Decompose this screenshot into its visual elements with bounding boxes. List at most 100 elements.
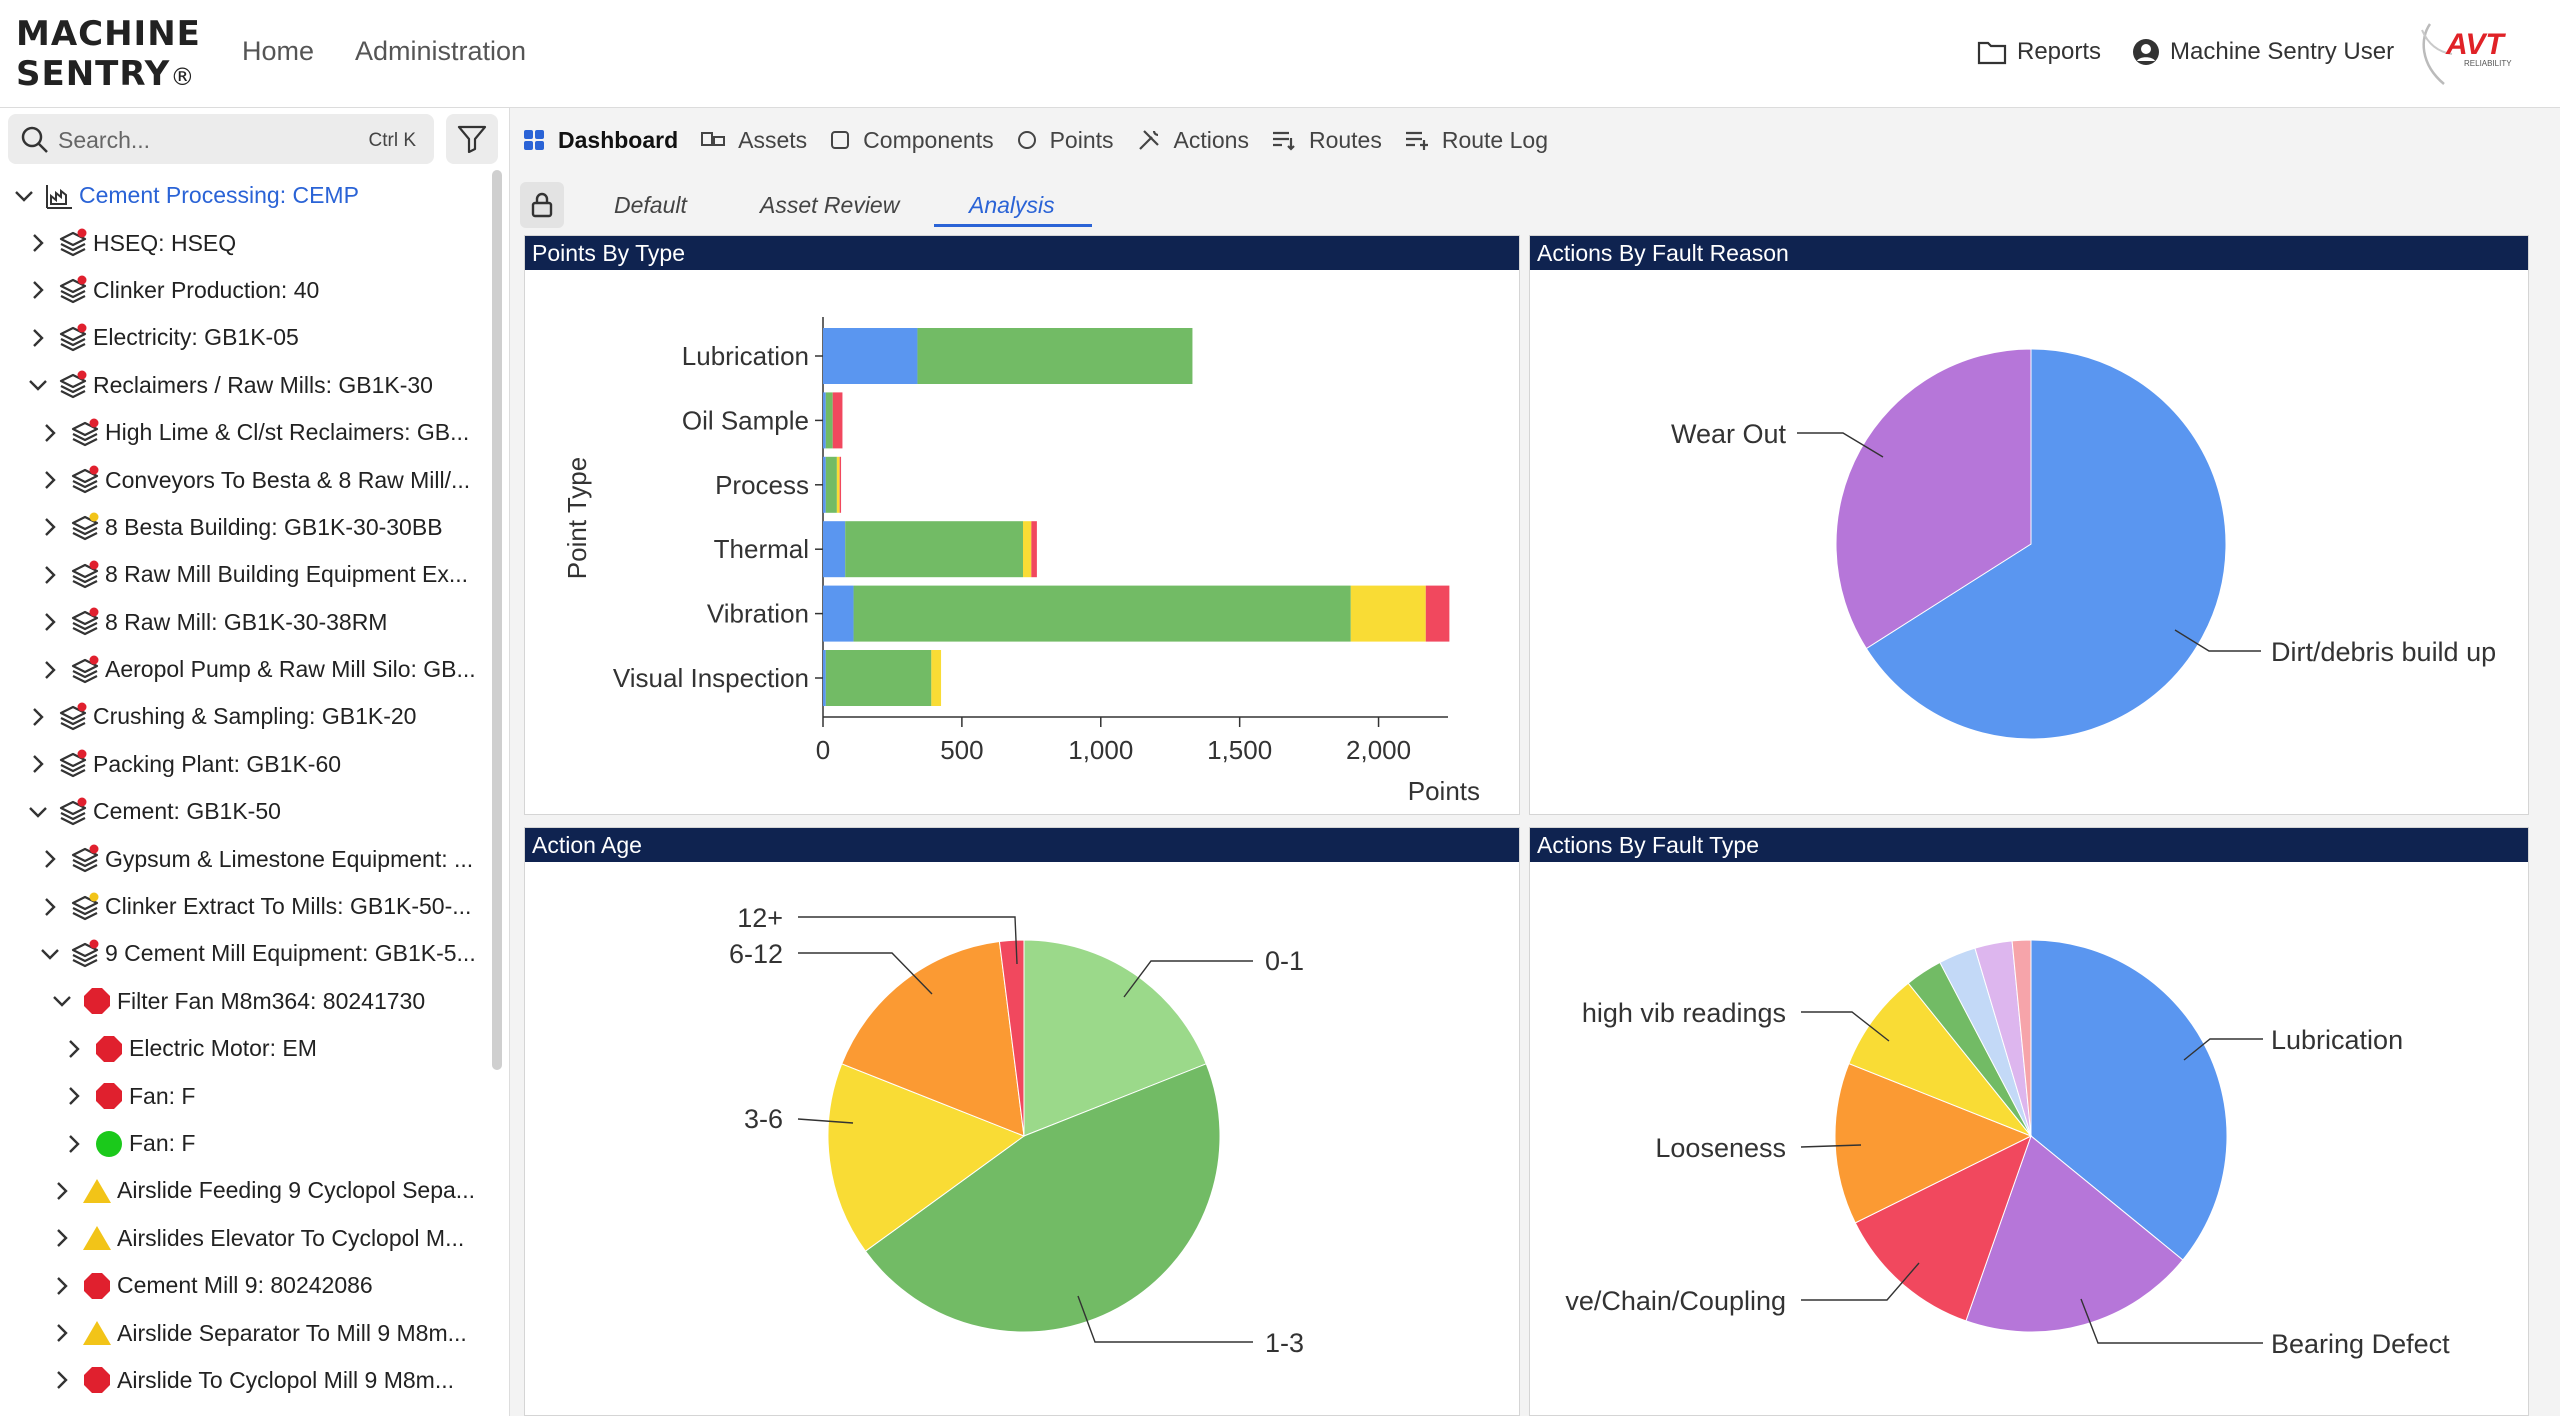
tree-item[interactable]: Electricity: GB1K-05 xyxy=(0,314,490,361)
pie-label: 3-6 xyxy=(744,1104,783,1134)
chevron-right-icon[interactable] xyxy=(36,561,64,589)
tab-components[interactable]: Components xyxy=(829,127,994,154)
layers-icon xyxy=(70,844,100,874)
sidebar-scrollbar[interactable] xyxy=(492,170,502,1070)
chevron-right-icon[interactable] xyxy=(48,1319,76,1347)
lock-button[interactable] xyxy=(520,182,564,228)
pie-label: 1-3 xyxy=(1265,1328,1304,1358)
tab-route-log[interactable]: Route Log xyxy=(1404,127,1548,154)
assets-icon xyxy=(700,129,726,151)
chevron-down-icon[interactable] xyxy=(48,987,76,1015)
search-input[interactable]: Search... Ctrl K xyxy=(8,114,434,164)
user-menu[interactable]: Machine Sentry User xyxy=(2132,38,2394,66)
octagon-red-icon xyxy=(82,986,112,1016)
subtab-asset-review[interactable]: Asset Review xyxy=(760,192,900,218)
tree-item[interactable]: Airslide Separator To Mill 9 M8m... xyxy=(0,1309,490,1356)
tree-item[interactable]: Cement Processing: CEMP xyxy=(0,172,490,219)
tab-points[interactable]: Points xyxy=(1016,127,1114,154)
tree-item[interactable]: Electric Motor: EM xyxy=(0,1025,490,1072)
chevron-right-icon[interactable] xyxy=(36,893,64,921)
tree-item[interactable]: 8 Raw Mill Building Equipment Ex... xyxy=(0,551,490,598)
tab-actions[interactable]: Actions xyxy=(1136,127,1249,154)
chevron-right-icon[interactable] xyxy=(36,513,64,541)
chevron-right-icon[interactable] xyxy=(24,229,52,257)
y-tick-label: Vibration xyxy=(707,599,809,629)
layers-icon xyxy=(70,418,100,448)
logo-reg: ® xyxy=(170,63,196,91)
subtab-default[interactable]: Default xyxy=(614,192,687,218)
machine-sentry-logo[interactable]: MACHINE SENTRY® xyxy=(16,14,216,97)
chevron-right-icon[interactable] xyxy=(24,324,52,352)
triangle-yellow-icon xyxy=(82,1223,112,1253)
chevron-down-icon[interactable] xyxy=(24,798,52,826)
x-tick-label: 500 xyxy=(940,735,983,765)
tree-item[interactable]: Airslide Feeding 9 Cyclopol Sepa... xyxy=(0,1167,490,1214)
subtab-analysis[interactable]: Analysis xyxy=(969,192,1055,218)
tree-item[interactable]: Clinker Production: 40 xyxy=(0,267,490,314)
tree-item[interactable]: 8 Raw Mill: GB1K-30-38RM xyxy=(0,599,490,646)
chevron-right-icon[interactable] xyxy=(48,1366,76,1394)
chevron-right-icon[interactable] xyxy=(24,703,52,731)
reports-link[interactable]: Reports xyxy=(1977,38,2101,66)
tab-label: Actions xyxy=(1173,126,1249,153)
chevron-right-icon[interactable] xyxy=(36,845,64,873)
tab-routes[interactable]: Routes xyxy=(1271,127,1382,154)
tab-dashboard[interactable]: Dashboard xyxy=(522,127,678,154)
tree-item[interactable]: 8 Besta Building: GB1K-30-30BB xyxy=(0,504,490,551)
tree-item[interactable]: HSEQ: HSEQ xyxy=(0,219,490,266)
actions-by-fault-reason-chart: Dirt/debris build up Wear Out xyxy=(1671,348,2496,740)
pie-slice-looseness xyxy=(1834,1062,2033,1224)
layers-icon xyxy=(58,370,88,400)
tree-item[interactable]: Crushing & Sampling: GB1K-20 xyxy=(0,693,490,740)
tree-item[interactable]: Conveyors To Besta & 8 Raw Mill/... xyxy=(0,456,490,503)
tree-item[interactable]: 9 Cement Mill Equipment: GB1K-5... xyxy=(0,930,490,977)
circle-green-icon xyxy=(94,1129,124,1159)
pie-label-leader xyxy=(2080,1298,2263,1344)
bar-process-series-3 xyxy=(839,456,842,513)
chevron-down-icon[interactable] xyxy=(24,371,52,399)
chevron-right-icon[interactable] xyxy=(36,656,64,684)
tree-item-label: Airslide Separator To Mill 9 M8m... xyxy=(117,1319,467,1346)
tab-label: Dashboard xyxy=(558,126,679,153)
chevron-down-icon[interactable] xyxy=(10,182,38,210)
pie-label: Dirt/debris build up xyxy=(2271,637,2496,667)
chevron-right-icon[interactable] xyxy=(24,750,52,778)
chevron-right-icon[interactable] xyxy=(60,1035,88,1063)
chevron-right-icon[interactable] xyxy=(36,608,64,636)
tree-item[interactable]: Cement: GB1K-50 xyxy=(0,788,490,835)
chevron-right-icon[interactable] xyxy=(60,1130,88,1158)
tree-item[interactable]: Aeropol Pump & Raw Mill Silo: GB... xyxy=(0,646,490,693)
chevron-right-icon[interactable] xyxy=(24,276,52,304)
tree-item-label: Packing Plant: GB1K-60 xyxy=(93,750,342,777)
layers-icon xyxy=(58,228,88,258)
tree-item[interactable]: Fan: F xyxy=(0,1120,490,1167)
tree-item[interactable]: Gypsum & Limestone Equipment: ... xyxy=(0,835,490,882)
chevron-right-icon[interactable] xyxy=(36,419,64,447)
active-subtab-underline xyxy=(934,224,1092,227)
layers-icon xyxy=(70,465,100,495)
tree-item[interactable]: High Lime & Cl/st Reclaimers: GB... xyxy=(0,409,490,456)
tree-item-label: Fan: F xyxy=(129,1082,196,1109)
nav-home[interactable]: Home xyxy=(242,36,315,66)
tree-item[interactable]: Reclaimers / Raw Mills: GB1K-30 xyxy=(0,362,490,409)
tree-item[interactable]: Cement Mill 9: 80242086 xyxy=(0,1262,490,1309)
pie-label-leader xyxy=(2183,1038,2263,1061)
tree-item[interactable]: Filter Fan M8m364: 80241730 xyxy=(0,978,490,1025)
chevron-right-icon[interactable] xyxy=(60,1082,88,1110)
bar-oil-sample-series-3 xyxy=(832,392,843,449)
tree-item[interactable]: Airslide To Cyclopol Mill 9 M8m... xyxy=(0,1357,490,1404)
chevron-right-icon[interactable] xyxy=(48,1224,76,1252)
tree-item[interactable]: Clinker Extract To Mills: GB1K-50-... xyxy=(0,883,490,930)
tree-item-label: Airslides Elevator To Cyclopol M... xyxy=(117,1224,465,1251)
tab-assets[interactable]: Assets xyxy=(700,127,807,154)
tree-item[interactable]: Packing Plant: GB1K-60 xyxy=(0,741,490,788)
tree-item[interactable]: Fan: F xyxy=(0,1072,490,1119)
chevron-right-icon[interactable] xyxy=(48,1177,76,1205)
nav-administration[interactable]: Administration xyxy=(355,36,527,66)
chevron-right-icon[interactable] xyxy=(36,466,64,494)
chevron-down-icon[interactable] xyxy=(36,940,64,968)
filter-button[interactable] xyxy=(446,114,498,164)
pie-slice-unlabeled-8 xyxy=(2011,939,2032,1137)
chevron-right-icon[interactable] xyxy=(48,1272,76,1300)
tree-item[interactable]: Airslides Elevator To Cyclopol M... xyxy=(0,1215,490,1262)
